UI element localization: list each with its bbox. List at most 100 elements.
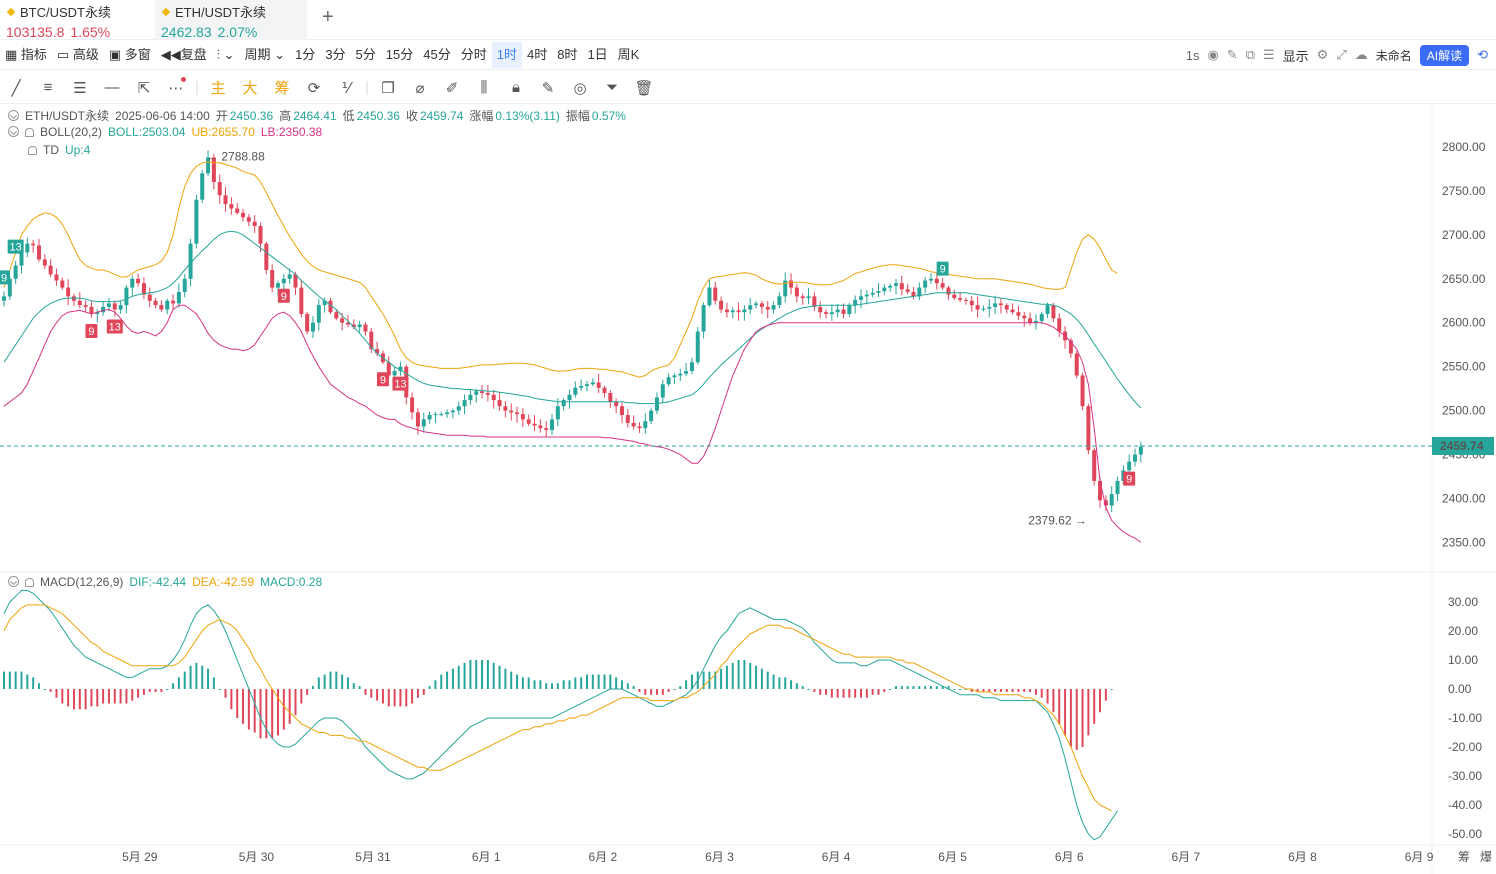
candle-body bbox=[54, 274, 59, 281]
window-icon[interactable]: ⧉ bbox=[1245, 47, 1255, 62]
display-menu-icon[interactable]: ☰ bbox=[1263, 47, 1275, 62]
horizontal-lines-icon[interactable]: ☰ bbox=[73, 79, 87, 97]
eye-icon[interactable]: ◎ bbox=[573, 79, 587, 97]
trash-icon[interactable]: 🗑︎ bbox=[634, 79, 654, 97]
interval-6[interactable]: 1时 bbox=[491, 41, 522, 68]
collapse-icon[interactable] bbox=[8, 576, 19, 587]
large-order-button[interactable]: 大 bbox=[242, 80, 258, 97]
tab-btc-change: 1.65% bbox=[70, 24, 111, 40]
bell-icon[interactable] bbox=[25, 128, 34, 137]
horizontal-ray-icon[interactable]: — bbox=[104, 79, 120, 96]
arrow-icon[interactable]: ⇱ bbox=[137, 79, 151, 97]
period-dropdown[interactable]: 周期 ⌄ bbox=[244, 46, 286, 62]
macd-bar bbox=[451, 668, 454, 689]
magnet-icon[interactable]: ⫼ bbox=[480, 79, 488, 96]
macd-bar bbox=[889, 689, 892, 690]
candle-body bbox=[1028, 318, 1033, 323]
candle-body bbox=[829, 312, 834, 314]
lock-icon[interactable]: 🔒︎ bbox=[512, 79, 520, 96]
candle-body bbox=[305, 313, 310, 332]
macd-bar bbox=[154, 689, 157, 692]
macd-dif: DIF:-42.44 bbox=[129, 575, 187, 589]
share-icon[interactable]: ⟲ bbox=[1477, 47, 1488, 62]
candle-body bbox=[316, 305, 321, 323]
ruler-icon[interactable]: ✐ bbox=[445, 79, 459, 97]
cloud-icon[interactable]: ☁ bbox=[1354, 47, 1368, 62]
interval-5[interactable]: 分时 bbox=[460, 46, 487, 62]
macd-bar bbox=[527, 677, 530, 689]
copy-icon[interactable]: ❐ bbox=[381, 79, 395, 97]
date-tick-label: 6月 6 bbox=[1055, 850, 1084, 864]
interval-7[interactable]: 4时 bbox=[526, 46, 548, 62]
tab-eth[interactable]: ETH/USDT永续 2462.83 2.07% bbox=[155, 0, 307, 40]
macd-dea: DEA:-42.59 bbox=[192, 575, 255, 589]
macd-bar bbox=[370, 689, 373, 698]
trend-line-icon[interactable]: ╱ bbox=[11, 79, 21, 97]
interval-1[interactable]: 3分 bbox=[325, 46, 346, 62]
tab-btc[interactable]: BTC/USDT永续 103135.8 1.65% bbox=[0, 0, 150, 40]
price-tick-label: 2800.00 bbox=[1442, 140, 1486, 154]
main-force-button[interactable]: 主 bbox=[210, 80, 226, 97]
candle-body bbox=[445, 412, 450, 415]
chip-button[interactable]: 筹 bbox=[274, 80, 290, 97]
candle-body bbox=[1109, 494, 1114, 506]
macd-bar bbox=[434, 680, 437, 689]
macd-bar bbox=[26, 674, 29, 689]
display-button[interactable]: 显示 bbox=[1282, 48, 1309, 64]
macd-bar bbox=[113, 689, 116, 704]
interval-8[interactable]: 8时 bbox=[557, 46, 578, 62]
candle-body bbox=[293, 274, 298, 288]
more-tools-icon[interactable]: ⋯ bbox=[160, 76, 192, 97]
parallel-channel-icon[interactable]: ≡ bbox=[43, 79, 53, 96]
interval-4[interactable]: 45分 bbox=[423, 46, 451, 62]
bell-icon[interactable] bbox=[28, 146, 37, 155]
candle-body bbox=[147, 294, 152, 301]
macd-bar bbox=[1034, 689, 1037, 695]
fullscreen-icon[interactable]: ⤢ bbox=[1336, 47, 1347, 62]
ai-analysis-button[interactable]: AI解读 bbox=[1419, 44, 1470, 66]
chart-type-button[interactable]: ⫶ ⌄ bbox=[216, 46, 235, 62]
macd-bar bbox=[102, 689, 105, 704]
candle-body bbox=[835, 309, 840, 313]
candle-body bbox=[60, 280, 65, 288]
macd-bar bbox=[107, 689, 110, 704]
candle-body bbox=[95, 312, 100, 314]
interval-3[interactable]: 15分 bbox=[385, 46, 414, 62]
filter-icon[interactable]: ⏷ bbox=[605, 79, 618, 96]
low-value: 2450.36 bbox=[356, 109, 400, 123]
bell-icon[interactable] bbox=[25, 578, 34, 587]
candle-body bbox=[876, 291, 881, 293]
candle-body bbox=[1022, 315, 1027, 319]
add-tab-icon[interactable]: + bbox=[322, 6, 334, 28]
refresh-icon[interactable]: ⟳ bbox=[307, 79, 321, 97]
change-label: 涨幅 bbox=[469, 109, 494, 123]
edit-icon[interactable]: ✎ bbox=[541, 79, 555, 97]
multi-window-button[interactable]: ▣ 多窗 bbox=[108, 46, 151, 62]
advanced-button[interactable]: ▭ 高级 bbox=[56, 46, 99, 62]
interval-2[interactable]: 5分 bbox=[355, 46, 376, 62]
collapse-icon[interactable] bbox=[8, 126, 19, 137]
ohlc-symbol: ETH/USDT永续 bbox=[25, 109, 110, 123]
interval-9[interactable]: 1日 bbox=[587, 46, 608, 62]
layout-name[interactable]: 未命名 bbox=[1375, 48, 1412, 63]
candle-body bbox=[456, 406, 461, 411]
candle-body bbox=[660, 384, 665, 398]
candle-body bbox=[31, 243, 36, 246]
interval-10[interactable]: 周K bbox=[617, 46, 640, 62]
realtime-sec[interactable]: 1s bbox=[1185, 47, 1200, 63]
link-icon[interactable]: ⌀ bbox=[415, 79, 425, 97]
replay-button[interactable]: ◀◀复盘 bbox=[160, 46, 207, 62]
candle-body bbox=[649, 410, 654, 422]
macd-bar bbox=[871, 689, 874, 695]
pen-icon[interactable]: ✎ bbox=[1226, 47, 1238, 62]
macd-tick-label: -40.00 bbox=[1448, 798, 1482, 812]
candle-body bbox=[112, 303, 117, 310]
settings-icon[interactable]: ⚙ bbox=[1316, 47, 1329, 62]
close-value: 2459.74 bbox=[420, 109, 464, 123]
interval-0[interactable]: 1分 bbox=[295, 46, 316, 62]
collapse-icon[interactable] bbox=[8, 110, 19, 121]
indicators-button[interactable]: ▦ 指标 bbox=[5, 46, 47, 62]
camera-icon[interactable]: ◉ bbox=[1207, 47, 1219, 62]
scale-icon[interactable]: ⅟ bbox=[341, 79, 351, 97]
